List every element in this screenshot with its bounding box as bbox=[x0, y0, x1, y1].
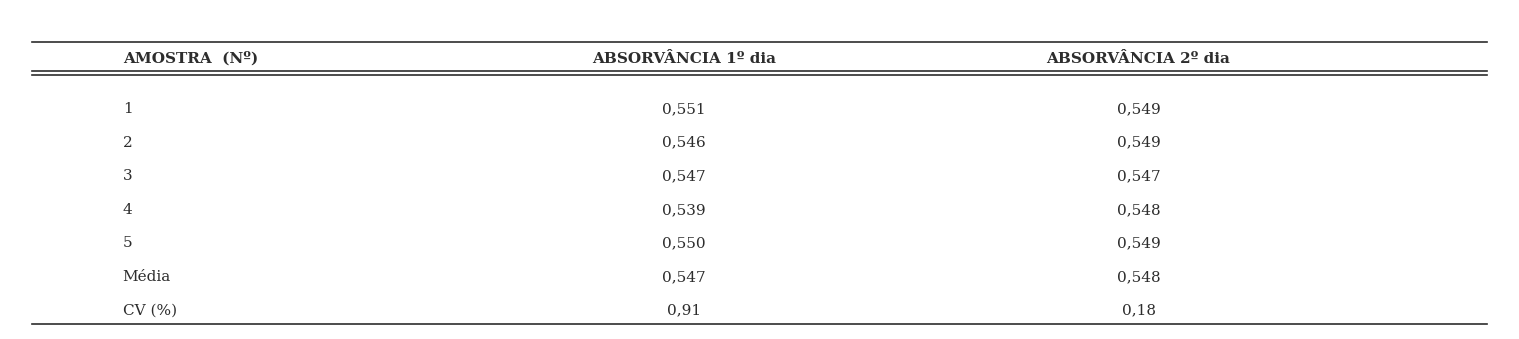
Text: 5: 5 bbox=[123, 237, 132, 251]
Text: 0,549: 0,549 bbox=[1116, 237, 1161, 251]
Text: 1: 1 bbox=[123, 102, 132, 116]
Text: ABSORVÂNCIA 1º dia: ABSORVÂNCIA 1º dia bbox=[592, 52, 776, 65]
Text: 0,548: 0,548 bbox=[1116, 203, 1161, 217]
Text: ABSORVÂNCIA 2º dia: ABSORVÂNCIA 2º dia bbox=[1047, 52, 1230, 65]
Text: 3: 3 bbox=[123, 169, 132, 183]
Text: 2: 2 bbox=[123, 136, 132, 149]
Text: 0,547: 0,547 bbox=[1116, 169, 1161, 183]
Text: CV (%): CV (%) bbox=[123, 304, 176, 318]
Text: 0,551: 0,551 bbox=[662, 102, 705, 116]
Text: 0,539: 0,539 bbox=[662, 203, 705, 217]
Text: 0,18: 0,18 bbox=[1121, 304, 1156, 318]
Text: 0,546: 0,546 bbox=[662, 136, 705, 149]
Text: 0,547: 0,547 bbox=[662, 169, 705, 183]
Text: 0,550: 0,550 bbox=[662, 237, 705, 251]
Text: AMOSTRA  (Nº): AMOSTRA (Nº) bbox=[123, 52, 258, 66]
Text: 0,91: 0,91 bbox=[667, 304, 700, 318]
Text: 0,547: 0,547 bbox=[662, 270, 705, 284]
Text: 0,549: 0,549 bbox=[1116, 102, 1161, 116]
Text: 0,549: 0,549 bbox=[1116, 136, 1161, 149]
Text: 0,548: 0,548 bbox=[1116, 270, 1161, 284]
Text: Média: Média bbox=[123, 270, 172, 284]
Text: 4: 4 bbox=[123, 203, 132, 217]
